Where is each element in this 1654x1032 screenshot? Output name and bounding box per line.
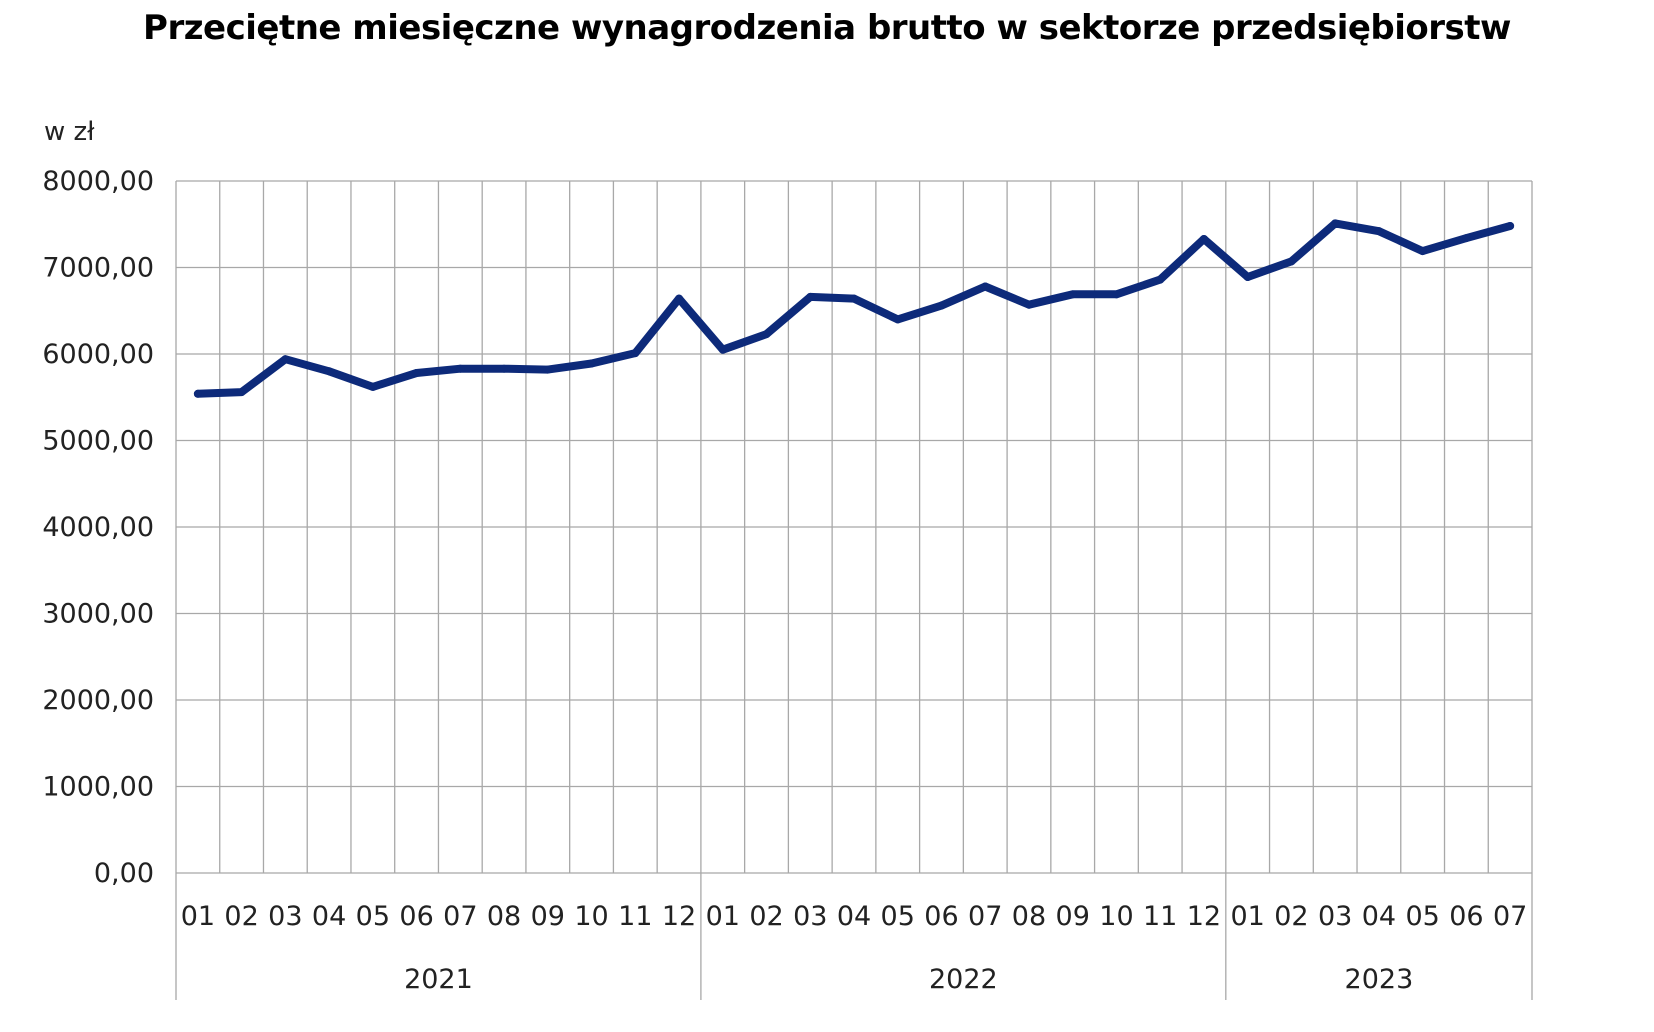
- x-tick-label: 05: [1405, 901, 1439, 932]
- data-point: [193, 389, 202, 398]
- data-point: [1462, 234, 1471, 243]
- data-point: [456, 364, 465, 373]
- data-point: [500, 364, 509, 373]
- data-point: [1331, 219, 1340, 228]
- data-point: [718, 345, 727, 354]
- x-tick-label: 10: [1099, 901, 1133, 932]
- x-tick-label: 11: [1143, 901, 1177, 932]
- year-label: 2023: [1345, 964, 1414, 995]
- x-tick-label: 04: [1362, 901, 1396, 932]
- x-tick-label: 09: [531, 901, 565, 932]
- data-point: [1068, 290, 1077, 299]
- data-point: [1156, 275, 1165, 284]
- x-tick-label: 10: [574, 901, 608, 932]
- data-point: [1374, 227, 1383, 236]
- x-tick-label: 07: [968, 901, 1002, 932]
- y-tick-label: 0,00: [94, 858, 154, 889]
- data-point: [981, 282, 990, 291]
- y-tick-label: 1000,00: [42, 772, 154, 803]
- data-point: [1024, 300, 1033, 309]
- x-tick-label: 04: [837, 901, 871, 932]
- data-point: [937, 301, 946, 310]
- x-tick-label: 01: [706, 901, 740, 932]
- data-point: [237, 388, 246, 397]
- year-label: 2021: [404, 964, 473, 995]
- y-axis-unit-label: w zł: [44, 117, 95, 147]
- x-tick-label: 12: [662, 901, 696, 932]
- y-tick-label: 3000,00: [42, 599, 154, 630]
- x-tick-label: 07: [1493, 901, 1527, 932]
- x-tick-label: 03: [268, 901, 302, 932]
- data-point: [1199, 234, 1208, 243]
- data-point: [675, 294, 684, 303]
- x-tick-label: 11: [618, 901, 652, 932]
- x-tick-label: 02: [749, 901, 783, 932]
- x-tick-label: 06: [399, 901, 433, 932]
- data-series: [193, 219, 1515, 398]
- data-point: [1243, 273, 1252, 282]
- x-tick-label: 04: [312, 901, 346, 932]
- data-point: [893, 315, 902, 324]
- x-tick-label: 12: [1187, 901, 1221, 932]
- x-tick-label: 03: [1318, 901, 1352, 932]
- x-tick-label: 05: [356, 901, 390, 932]
- y-tick-label: 4000,00: [42, 512, 154, 543]
- data-point: [587, 359, 596, 368]
- data-point: [1506, 221, 1515, 230]
- x-tick-label: 02: [1274, 901, 1308, 932]
- x-tick-label: 08: [487, 901, 521, 932]
- data-point: [631, 349, 640, 358]
- data-point: [806, 292, 815, 301]
- x-tick-label: 06: [1449, 901, 1483, 932]
- data-point: [368, 382, 377, 391]
- x-tick-label: 01: [181, 901, 215, 932]
- x-axis-labels: 01 02 03 04 05 06 07 08 09 10 11 12 01 02 03 04 05 06 07 08…: [175, 873, 1533, 1000]
- y-tick-label: 8000,00: [42, 166, 154, 197]
- data-point: [1112, 290, 1121, 299]
- y-tick-label: 6000,00: [42, 339, 154, 370]
- data-point: [762, 330, 771, 339]
- data-point: [543, 365, 552, 374]
- x-tick-label: 07: [443, 901, 477, 932]
- y-tick-label: 5000,00: [42, 426, 154, 457]
- grid-lines: [175, 180, 1533, 874]
- y-tick-label: 2000,00: [42, 685, 154, 716]
- x-tick-label: 03: [793, 901, 827, 932]
- x-tick-label: 08: [1012, 901, 1046, 932]
- data-point: [850, 294, 858, 303]
- x-tick-label: 01: [1230, 901, 1264, 932]
- data-point: [1418, 247, 1427, 256]
- x-tick-label: 05: [881, 901, 915, 932]
- data-point: [281, 355, 290, 364]
- data-point: [412, 369, 421, 378]
- x-tick-label: 09: [1056, 901, 1090, 932]
- x-tick-label: 02: [224, 901, 258, 932]
- y-tick-label: 7000,00: [42, 253, 154, 284]
- chart-title: Przeciętne miesięczne wynagrodzenia brut…: [143, 8, 1511, 48]
- year-label: 2022: [929, 964, 998, 995]
- data-point: [1287, 257, 1296, 266]
- y-axis-labels: 0,00 1000,00 2000,00 3000,00 4000,00 5000,00 6…: [42, 166, 154, 889]
- x-tick-label: 06: [924, 901, 958, 932]
- data-point: [325, 367, 334, 376]
